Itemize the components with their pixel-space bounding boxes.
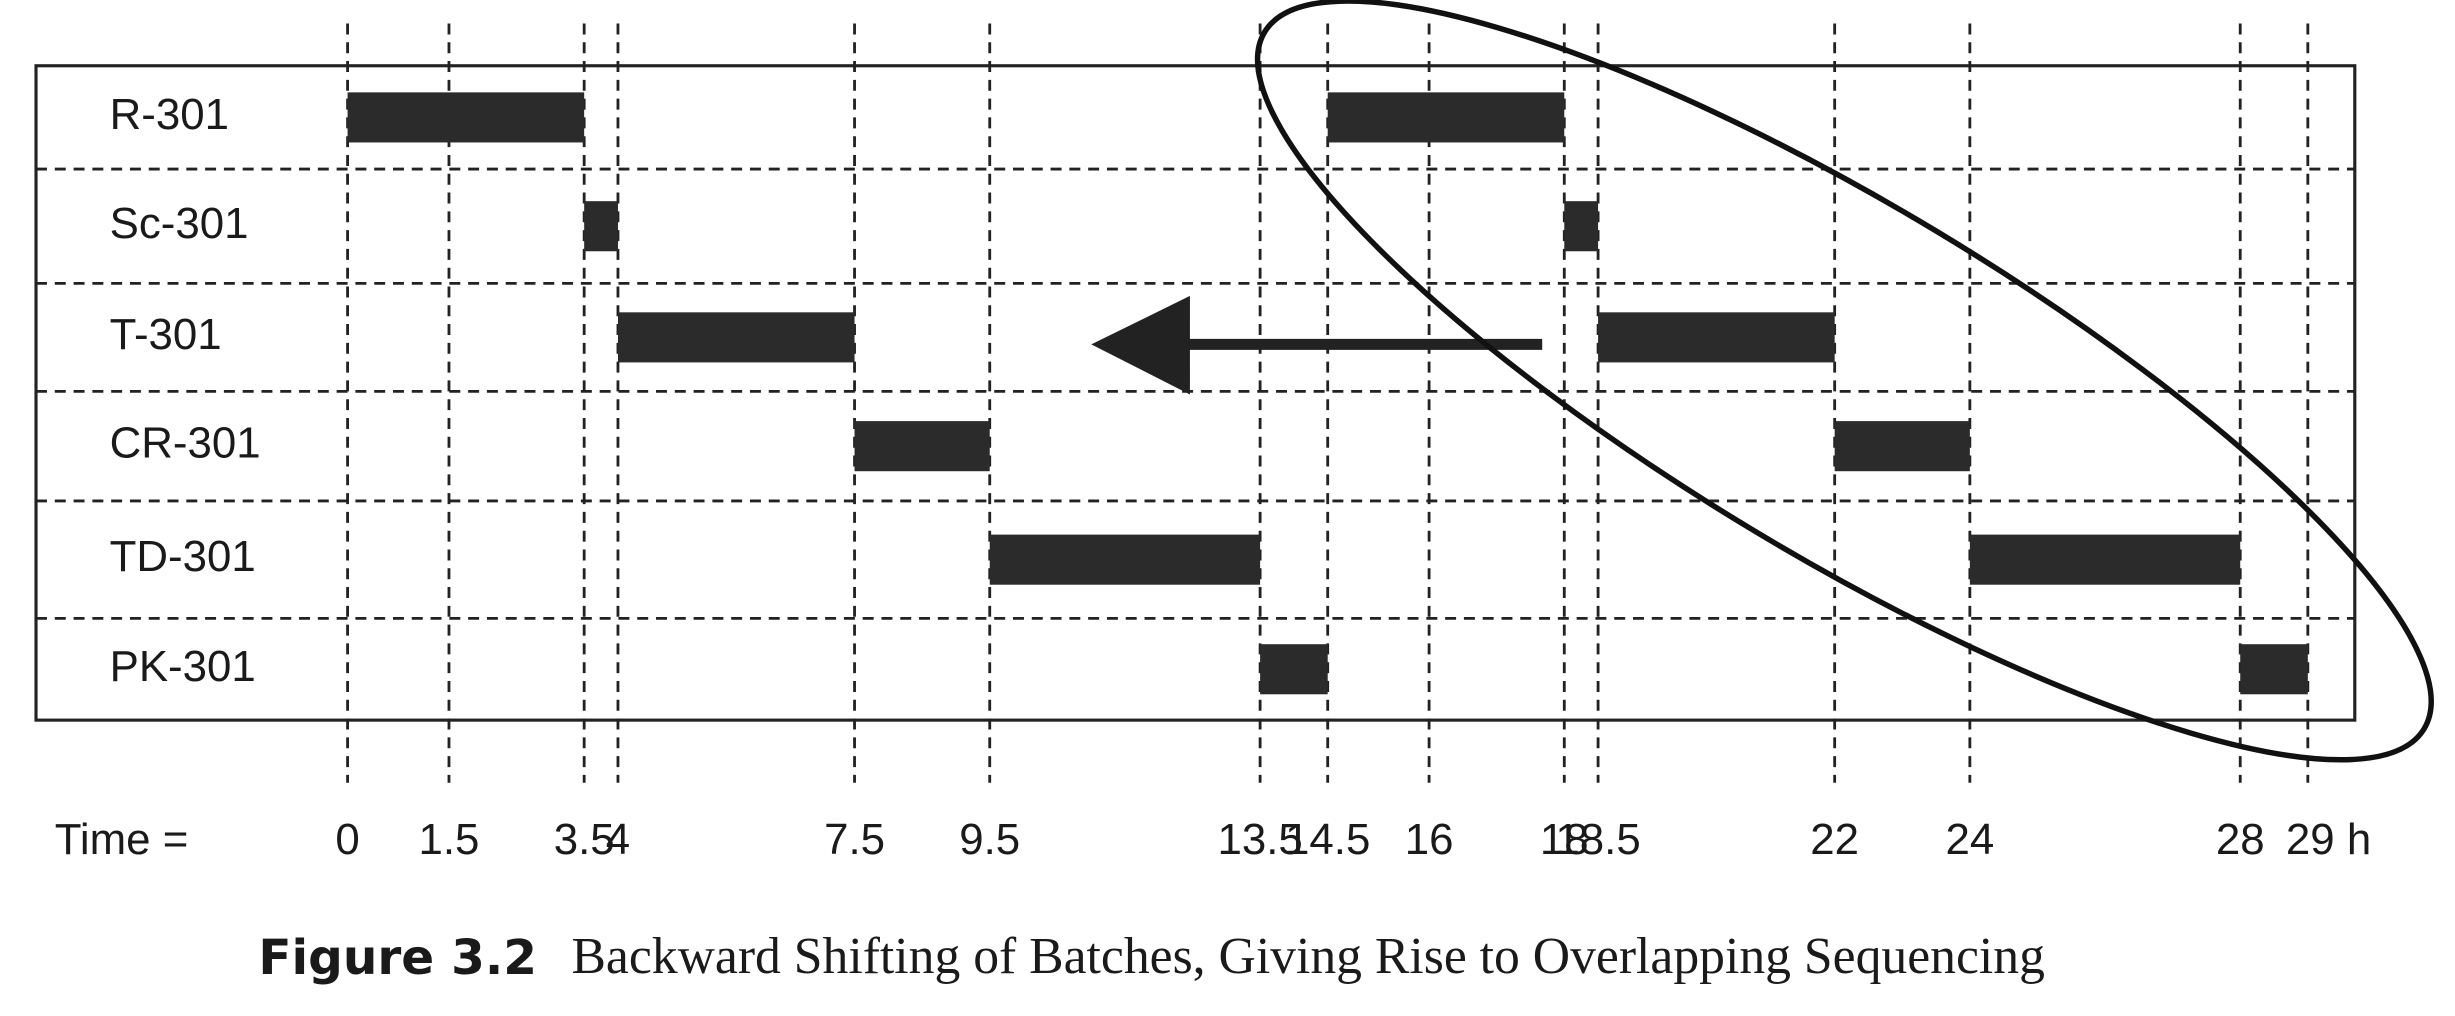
x-axis-label: Time = <box>55 815 189 864</box>
x-tick-label: 4 <box>606 815 630 864</box>
bar <box>1834 421 1970 472</box>
row-label: PK-301 <box>110 642 256 691</box>
x-tick-label: 24 <box>1945 815 1994 864</box>
x-tick-label: 7.5 <box>824 815 885 864</box>
x-tick-label: 29 h <box>2286 815 2371 864</box>
x-tick-label: 9.5 <box>959 815 1020 864</box>
bar <box>1598 312 1835 363</box>
bar <box>1327 92 1565 143</box>
row-label: Sc-301 <box>110 199 249 248</box>
caption: Backward Shifting of Batches, Giving Ris… <box>571 928 2044 985</box>
bar <box>617 312 855 363</box>
caption-label: Figure 3.2 <box>258 930 537 986</box>
x-tick-label: 18.5 <box>1555 815 1640 864</box>
x-tick-label: 13.5 <box>1217 815 1302 864</box>
overlap-ellipse <box>1254 0 2434 763</box>
bar <box>1260 644 1328 695</box>
x-tick-label: 18 <box>1540 815 1589 864</box>
bar <box>989 534 1261 585</box>
row-label: CR-301 <box>110 419 261 468</box>
x-tick-label: 1.5 <box>419 815 480 864</box>
bar <box>1969 534 2241 585</box>
shift-arrow-head <box>1091 295 1190 395</box>
row-label: R-301 <box>110 90 229 139</box>
x-tick-label: 0 <box>335 815 359 864</box>
x-tick-label: 3.5 <box>554 815 615 864</box>
plot-frame <box>34 64 2357 722</box>
x-tick-label: 22 <box>1810 815 1859 864</box>
bar <box>854 421 990 472</box>
x-tick-label: 28 <box>2216 815 2265 864</box>
bar <box>347 92 585 143</box>
x-tick-label: 16 <box>1405 815 1454 864</box>
bar <box>1564 201 1599 252</box>
bar <box>2240 644 2308 695</box>
row-separators <box>36 167 2355 620</box>
x-tick-label: 14.5 <box>1285 815 1370 864</box>
row-label: T-301 <box>110 310 222 359</box>
bar <box>584 201 618 252</box>
row-label: TD-301 <box>110 532 256 581</box>
